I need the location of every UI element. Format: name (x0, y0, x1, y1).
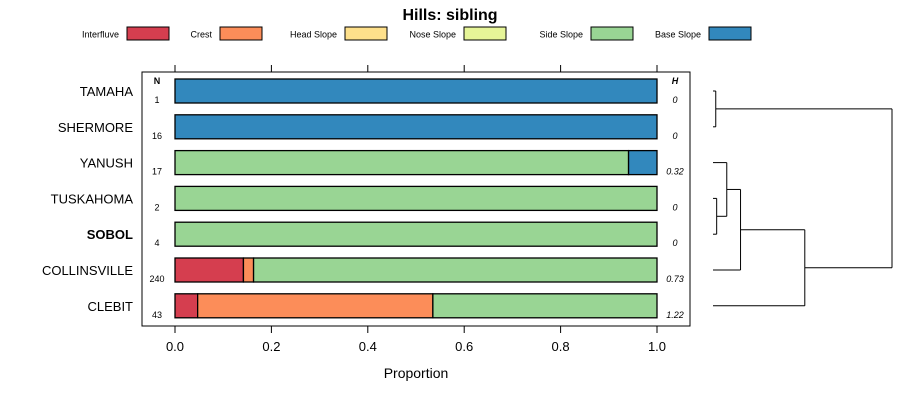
bar-segment (627, 149, 658, 176)
x-tick-label: 0.2 (262, 339, 280, 354)
n-value: 2 (154, 202, 159, 212)
legend-label: Head Slope (290, 30, 337, 40)
bar-row: TAMAHA 1 0 (80, 78, 678, 105)
category-label: CLEBIT (87, 299, 133, 314)
n-value: 43 (152, 310, 162, 320)
x-tick-label: 0.8 (552, 339, 570, 354)
n-value: 240 (149, 274, 164, 284)
h-value: 0.73 (666, 274, 684, 284)
bar-segment (432, 293, 658, 319)
n-value: 17 (152, 167, 162, 177)
legend-swatch (708, 26, 752, 41)
bar-segment (174, 293, 199, 319)
bar-segment (174, 185, 658, 212)
legend-label: Base Slope (655, 30, 701, 40)
bar-row: CLEBIT 43 1.22 (87, 293, 684, 320)
bar-row: COLLINSVILLE 240 0.73 (42, 257, 684, 284)
legend-label: Interfluve (82, 30, 119, 40)
legend-swatch (463, 26, 507, 41)
h-value: 0.32 (666, 167, 684, 177)
x-tick-label: 0.6 (455, 339, 473, 354)
bar-segment (174, 149, 630, 176)
bar-row: SOBOL 4 0 (87, 221, 678, 248)
legend: Interfluve Crest Head Slope Nose Slope Side … (82, 26, 752, 41)
category-label: TAMAHA (80, 84, 134, 99)
bar-segment (197, 293, 434, 319)
legend-label: Side Slope (539, 30, 583, 40)
category-label: SOBOL (87, 227, 133, 242)
bar-segment (174, 257, 245, 283)
plot-frame (141, 71, 691, 327)
bar-segment (252, 257, 658, 283)
bar-segment (242, 257, 255, 283)
bar-segment (174, 221, 658, 247)
bar-row: SHERMORE 16 0 (58, 114, 678, 141)
category-label: COLLINSVILLE (42, 263, 133, 278)
chart-title: Hills: sibling (402, 7, 497, 24)
legend-swatch (344, 26, 388, 41)
x-tick-label: 0.0 (166, 339, 184, 354)
h-value: 0 (672, 238, 677, 248)
bar-row: TUSKAHOMA 2 0 (51, 185, 678, 212)
bar-segment (174, 114, 658, 140)
legend-label: Crest (190, 30, 212, 40)
x-tick-label: 1.0 (648, 339, 666, 354)
legend-swatch (126, 26, 170, 41)
chart-rows: TAMAHA 1 0 SHERMORE 16 0 YANUSH 17 0.32 TUSKAHOMA… (42, 78, 684, 320)
category-label: SHERMORE (58, 120, 133, 135)
dendrogram (713, 90, 893, 307)
bar-row: YANUSH 17 0.32 (80, 149, 684, 177)
n-value: 4 (154, 238, 159, 248)
h-value: 0 (672, 95, 677, 105)
n-value: 1 (154, 95, 159, 105)
legend-label: Nose Slope (409, 30, 456, 40)
h-header: H (672, 76, 679, 86)
n-header: N (154, 76, 161, 86)
top-tick-marks (174, 65, 658, 72)
x-axis: 0.0 0.2 0.4 0.6 0.8 1.0 (166, 326, 666, 354)
n-value: 16 (152, 131, 162, 141)
category-label: TUSKAHOMA (51, 191, 134, 206)
legend-swatch (219, 26, 263, 41)
legend-swatch (590, 26, 634, 41)
category-label: YANUSH (80, 156, 133, 171)
x-axis-label: Proportion (384, 365, 449, 381)
bar-segment (174, 78, 658, 104)
h-value: 1.22 (666, 310, 684, 320)
x-tick-label: 0.4 (359, 339, 377, 354)
h-value: 0 (672, 202, 677, 212)
h-value: 0 (672, 131, 677, 141)
